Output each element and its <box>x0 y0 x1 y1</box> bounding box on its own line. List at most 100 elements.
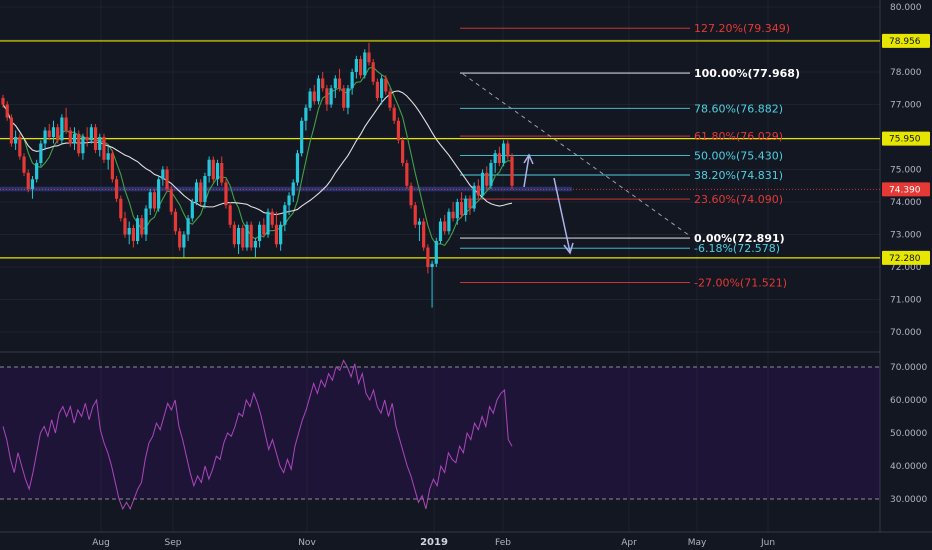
price-tag <box>882 33 930 48</box>
dashed-trendline[interactable] <box>462 73 691 237</box>
candle-body <box>182 234 186 248</box>
time-tick-label: Aug <box>92 538 110 548</box>
arrow-up-shaft[interactable] <box>523 155 530 188</box>
candle-body <box>258 224 262 241</box>
price-tick-label: 75.000 <box>890 166 922 176</box>
candle-body <box>438 221 443 241</box>
candle-body <box>422 221 426 248</box>
candle-body <box>384 78 388 92</box>
candle-body <box>68 130 72 144</box>
price-tick-label: 70.000 <box>890 328 922 338</box>
candle-body <box>468 198 472 209</box>
candle-body <box>266 211 270 235</box>
rsi-tick-label: 60.0000 <box>890 396 927 406</box>
horizontal-levels-layer[interactable] <box>0 40 880 259</box>
candle-body <box>93 127 98 150</box>
candle-body <box>123 218 127 235</box>
candle-body <box>459 202 464 215</box>
candle-body <box>165 169 169 189</box>
candle-body <box>161 169 165 180</box>
candle-body <box>18 137 22 157</box>
fib-level-label: 78.60%(76.882) <box>694 102 783 115</box>
support-band <box>0 186 572 192</box>
candle-body <box>190 202 194 219</box>
sma-slow-line <box>2 90 513 216</box>
candle-body <box>98 137 102 150</box>
rsi-tick-label: 40.0000 <box>890 462 927 472</box>
price-tag <box>882 182 930 197</box>
candle-body <box>241 228 245 248</box>
fib-level-label: 50.00%(75.430) <box>694 150 783 163</box>
candle-body <box>451 211 455 219</box>
candle-body <box>367 52 371 63</box>
candle-body <box>493 153 497 163</box>
candle-body <box>152 192 157 209</box>
candle-body <box>60 117 64 141</box>
candle-body <box>337 78 342 89</box>
candle-body <box>203 176 207 202</box>
candle-body <box>342 88 346 108</box>
fibonacci-layer[interactable]: 127.20%(79.349) 100.00%(77.968) 78.60%(76.… <box>460 22 800 290</box>
candle-body <box>22 156 26 173</box>
arrow-down-shaft[interactable] <box>553 177 571 253</box>
candle-body <box>417 221 422 225</box>
time-tick-label: Jun <box>760 538 775 548</box>
candle-body <box>131 228 136 241</box>
time-tick-label: 2019 <box>420 537 448 548</box>
price-tag-label: 78.956 <box>889 37 921 47</box>
rsi-tick-label: 70.0000 <box>890 363 927 373</box>
candle-body <box>329 88 333 105</box>
price-tag <box>882 250 930 265</box>
candle-body <box>405 163 409 186</box>
candle-body <box>287 195 291 206</box>
candle-body <box>215 163 220 180</box>
rsi-axis[interactable]: 70.0000 60.0000 50.0000 40.0000 30.0000 <box>890 363 927 505</box>
drawings-layer[interactable] <box>462 73 691 255</box>
support-band-layer <box>0 186 572 192</box>
candle-body <box>279 224 283 245</box>
rsi-tick-label: 50.0000 <box>890 429 927 439</box>
price-tag-label: 72.280 <box>889 254 921 264</box>
candle-body <box>409 185 413 206</box>
rsi-layer <box>0 359 880 511</box>
candle-body <box>295 153 300 183</box>
candle-body <box>489 163 493 186</box>
candle-body <box>119 198 123 219</box>
candle-body <box>443 221 447 232</box>
candle-body <box>136 218 140 241</box>
candle-body <box>220 163 224 183</box>
candle-body <box>300 120 304 154</box>
candle-body <box>371 62 375 82</box>
candle-body <box>249 224 253 248</box>
candle-body <box>77 133 81 154</box>
candle-body <box>5 104 9 118</box>
candle-body <box>89 127 93 141</box>
candle-body <box>186 218 190 235</box>
time-tick-label: Apr <box>621 538 637 548</box>
candle-body <box>110 153 114 180</box>
fib-level-label: 61.80%(76.029) <box>694 130 783 143</box>
fib-level-label: -6.18%(72.578) <box>694 242 780 255</box>
price-tick-label: 73.000 <box>890 231 922 241</box>
candle-body <box>497 153 501 163</box>
candle-body <box>9 117 14 144</box>
candle-body <box>35 163 39 180</box>
candle-body <box>56 127 60 141</box>
candle-body <box>127 228 131 235</box>
time-axis[interactable]: Aug Sep Nov 2019 Feb Apr May Jun <box>92 537 775 548</box>
candle-body <box>169 189 173 212</box>
candle-body <box>321 78 325 89</box>
candles-layer <box>1 42 514 308</box>
price-tag <box>882 131 930 146</box>
time-tick-label: Sep <box>165 538 182 548</box>
candle-body <box>173 211 178 232</box>
time-tick-label: Nov <box>298 538 316 548</box>
candle-body <box>413 205 417 225</box>
candle-body <box>379 78 384 98</box>
candle-body <box>14 137 18 144</box>
candle-body <box>253 241 257 248</box>
candle-body <box>455 202 459 219</box>
price-tick-label: 77.000 <box>890 101 922 111</box>
candle-body <box>106 153 110 160</box>
